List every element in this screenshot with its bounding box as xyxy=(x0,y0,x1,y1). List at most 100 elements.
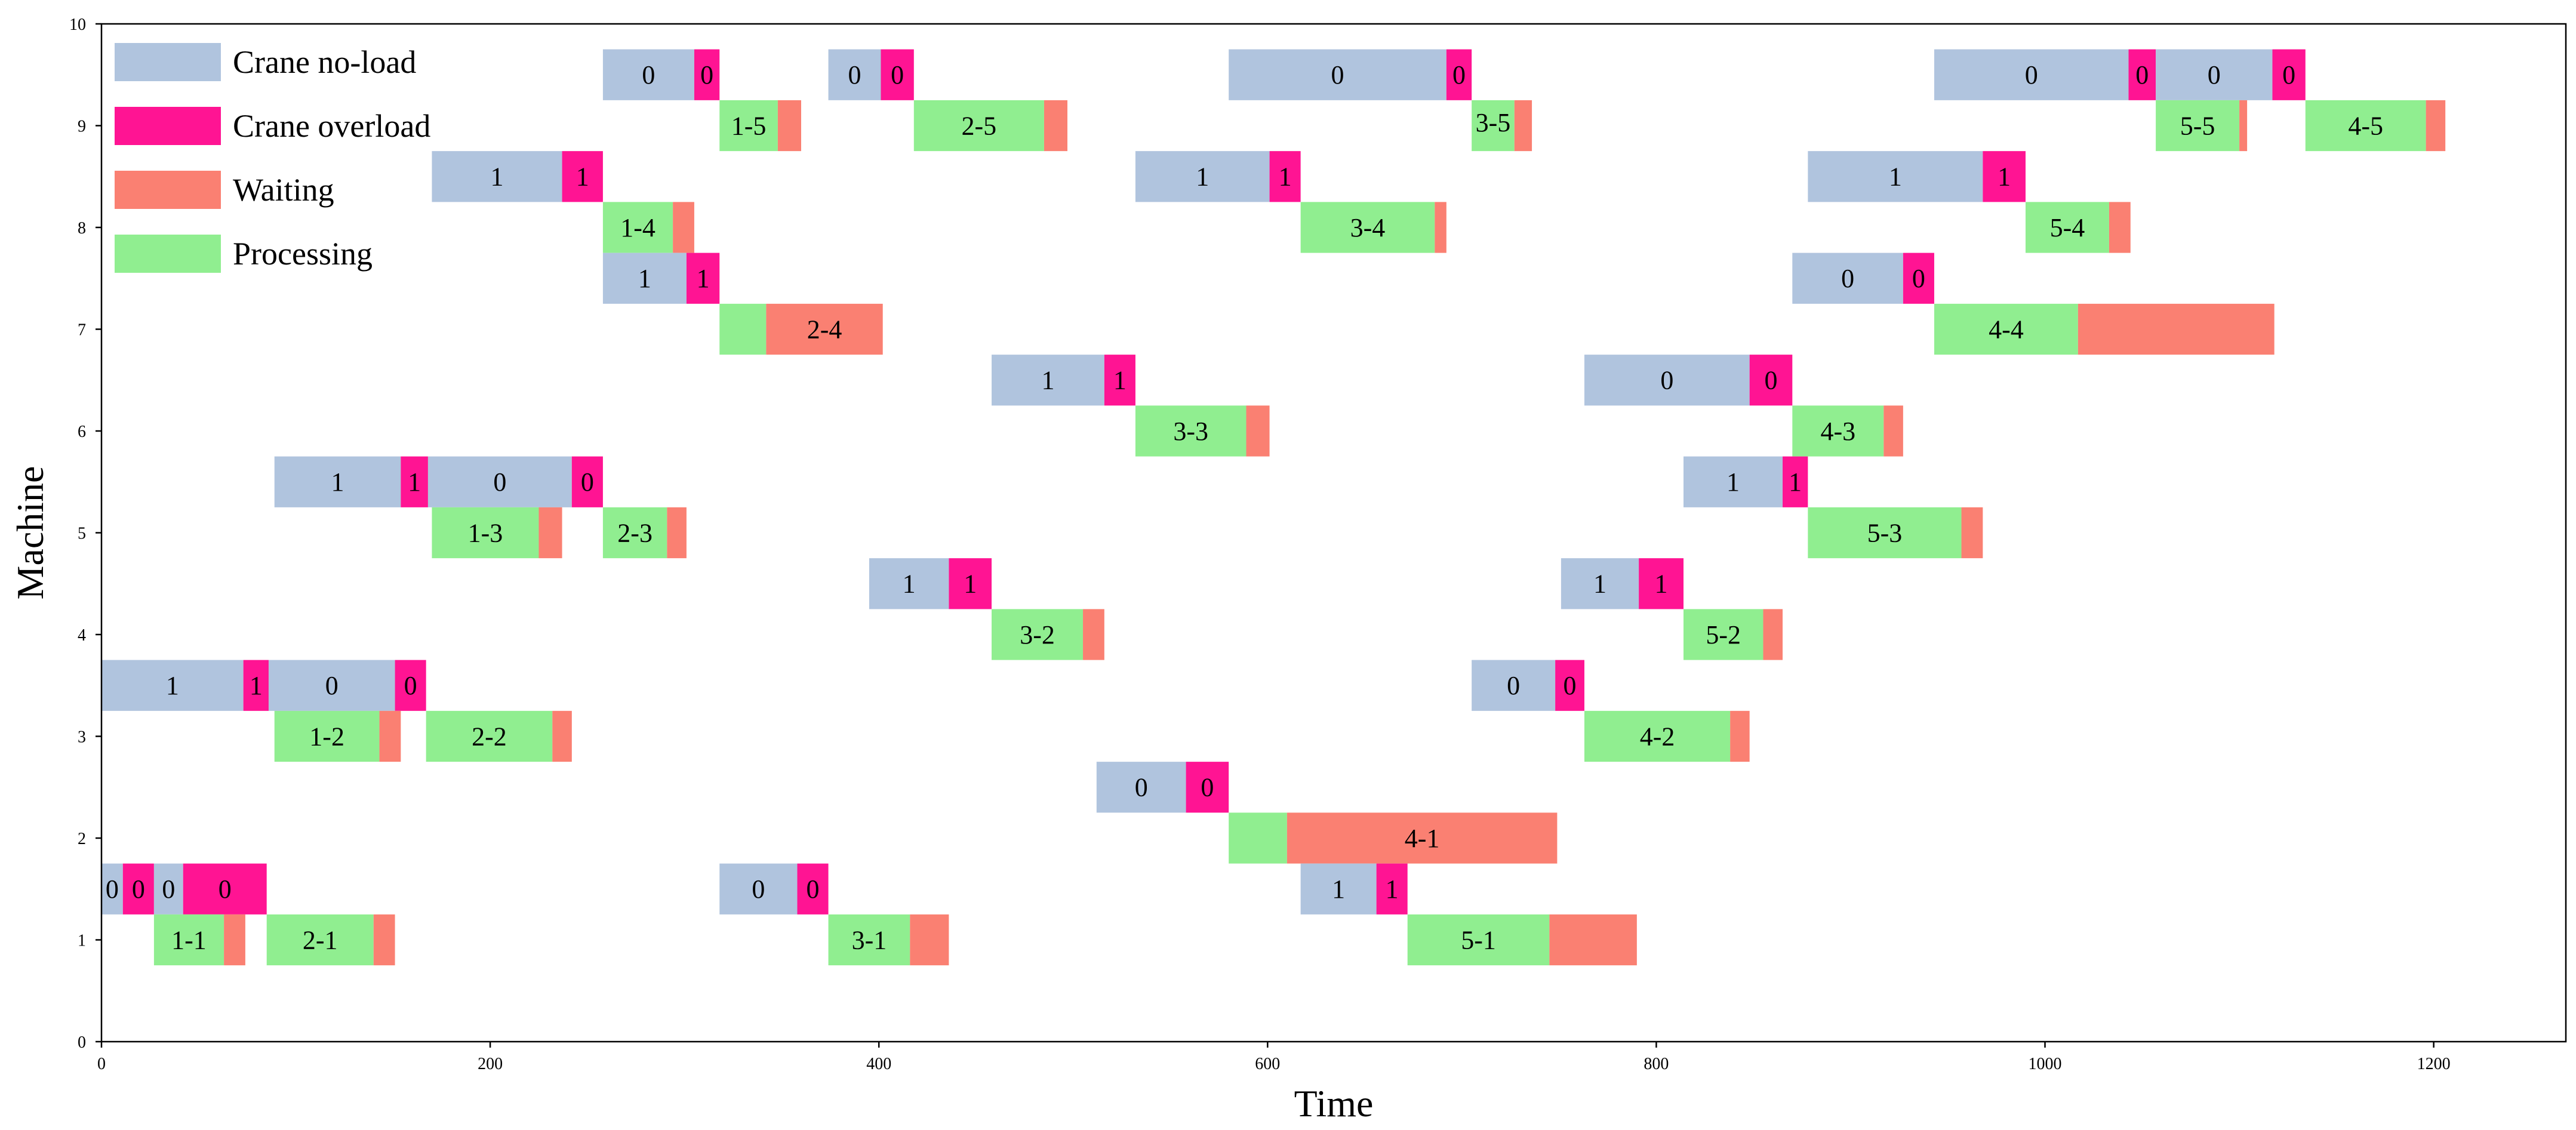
bar-label: 4-2 xyxy=(1640,722,1675,751)
bar-overload xyxy=(1903,253,1934,304)
bar-waiting xyxy=(1549,914,1637,966)
bar-label: 0 xyxy=(404,671,417,700)
bar-overload xyxy=(2128,49,2156,100)
bar-processing xyxy=(1792,405,1884,457)
bar-processing xyxy=(602,202,673,253)
bar-label: 4-1 xyxy=(1405,824,1440,853)
bar-overload xyxy=(243,660,269,711)
y-axis-title: Machine xyxy=(9,466,51,600)
bar-processing xyxy=(1934,303,2078,355)
bar-label: 0 xyxy=(2135,60,2149,90)
bar-label: 2-2 xyxy=(472,722,507,751)
bar-waiting xyxy=(2426,100,2446,152)
bar-overload xyxy=(2272,49,2306,100)
bar-waiting xyxy=(1044,100,1067,152)
legend-layer: Crane no-load Crane overload Waiting Proces… xyxy=(115,43,430,273)
y-tick-label: 9 xyxy=(78,118,86,136)
bar-overload xyxy=(571,456,603,507)
bar-noload xyxy=(274,456,401,507)
bar-overload xyxy=(694,49,720,100)
bar-processing xyxy=(828,914,910,966)
bar-waiting xyxy=(1246,405,1270,457)
bar-label: 0 xyxy=(2025,60,2038,90)
bar-waiting xyxy=(2078,303,2275,355)
x-tick-label: 600 xyxy=(1255,1055,1280,1073)
bar-noload xyxy=(101,660,244,711)
bar-processing xyxy=(1683,609,1764,660)
bar-noload xyxy=(992,355,1104,406)
bar-label: 5-2 xyxy=(1706,620,1741,649)
bar-label: 5-4 xyxy=(2050,213,2085,242)
bar-label: 0 xyxy=(807,875,820,904)
bar-processing xyxy=(1300,202,1435,253)
bar-waiting xyxy=(538,507,562,559)
bar-noload xyxy=(1561,558,1639,609)
bar-processing xyxy=(719,303,767,355)
bar-processing xyxy=(1135,405,1247,457)
bar-processing xyxy=(1472,100,1515,152)
bar-processing xyxy=(2156,100,2240,152)
bar-label: 4-5 xyxy=(2348,111,2383,140)
bar-label: 1 xyxy=(576,162,589,192)
bar-label: 1-3 xyxy=(468,518,503,547)
bar-label: 3-2 xyxy=(1020,620,1055,649)
y-tick-label: 7 xyxy=(78,321,86,340)
bar-label: 5-5 xyxy=(2180,111,2215,140)
bar-waiting xyxy=(673,202,694,253)
bar-noload xyxy=(1096,762,1186,813)
bar-noload xyxy=(1229,49,1447,100)
bar-label: 0 xyxy=(218,875,232,904)
bar-processing xyxy=(2025,202,2109,253)
bar-waiting xyxy=(1435,202,1447,253)
bar-label: 1 xyxy=(903,569,916,599)
bar-overload xyxy=(1104,355,1135,406)
bar-noload xyxy=(101,863,123,915)
bar-label: 1 xyxy=(250,671,263,700)
bar-label: 0 xyxy=(1764,366,1777,395)
bar-label: 0 xyxy=(2208,60,2221,90)
bar-processing xyxy=(266,914,374,966)
bar-waiting xyxy=(1883,405,1903,457)
bar-label: 5-1 xyxy=(1461,925,1496,955)
bar-waiting xyxy=(2109,202,2131,253)
bar-label: 1 xyxy=(1041,366,1054,395)
bar-processing xyxy=(602,507,667,559)
bar-processing xyxy=(1229,812,1287,864)
bar-waiting xyxy=(379,710,401,762)
bar-label: 0 xyxy=(493,467,506,497)
bar-waiting xyxy=(766,303,883,355)
bar-noload xyxy=(828,49,881,100)
bar-label: 1 xyxy=(408,467,421,497)
bar-label: 0 xyxy=(1507,671,1520,700)
bar-noload xyxy=(427,456,572,507)
bar-processing xyxy=(432,507,539,559)
bar-label: 3-1 xyxy=(852,925,887,955)
bar-label: 2-4 xyxy=(807,315,842,344)
bar-label: 0 xyxy=(325,671,338,700)
y-tick-label: 8 xyxy=(78,219,86,238)
y-tick-label: 5 xyxy=(78,525,86,543)
bar-label: 1 xyxy=(331,467,344,497)
axes-layer: 0 200 400 600 800 1000 1200012345678910TimeMac… xyxy=(9,16,2567,1125)
bar-processing xyxy=(1808,507,1962,559)
bar-noload xyxy=(1792,253,1903,304)
bar-waiting xyxy=(1287,812,1558,864)
y-tick-label: 10 xyxy=(69,16,86,34)
legend-label-noload: Crane no-load xyxy=(233,44,416,80)
bar-label: 1 xyxy=(1726,467,1740,497)
bar-processing xyxy=(2305,100,2426,152)
bar-processing xyxy=(426,710,553,762)
bar-label: 0 xyxy=(1331,60,1344,90)
bar-label: 1 xyxy=(1113,366,1127,395)
bar-noload xyxy=(1300,863,1377,915)
bar-label: 0 xyxy=(1201,773,1214,802)
bar-overload xyxy=(401,456,428,507)
legend-label-waiting: Waiting xyxy=(233,172,334,208)
bar-processing xyxy=(153,914,224,966)
bar-processing xyxy=(1407,914,1550,966)
bar-overload xyxy=(797,863,829,915)
bar-waiting xyxy=(910,914,949,966)
bar-label: 4-4 xyxy=(1989,315,2024,344)
bar-label: 3-3 xyxy=(1173,417,1208,446)
